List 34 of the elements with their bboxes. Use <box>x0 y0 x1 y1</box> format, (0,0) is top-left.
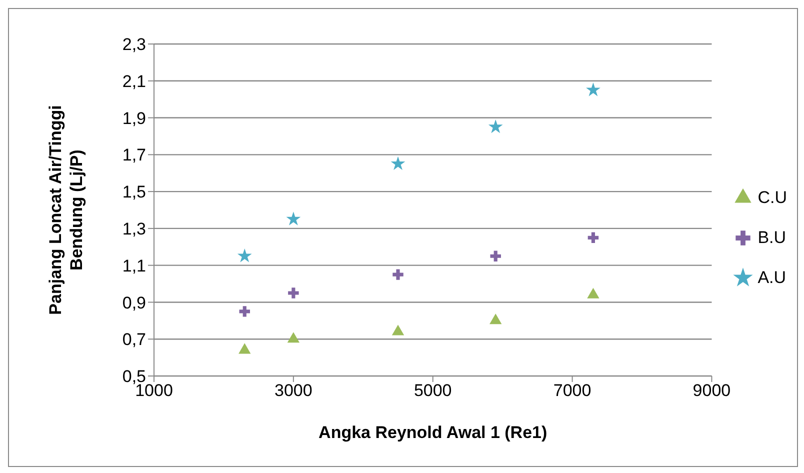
point <box>239 306 250 317</box>
x-tick-label: 3000 <box>274 381 312 400</box>
point <box>287 332 300 343</box>
legend-label: B.U <box>758 228 786 248</box>
x-tick-label: 5000 <box>414 381 452 400</box>
legend-label: C.U <box>758 188 787 208</box>
point <box>390 156 406 170</box>
x-tick-label: 1000 <box>135 381 173 400</box>
point <box>392 324 404 336</box>
point <box>586 82 600 96</box>
point <box>392 269 404 280</box>
x-axis-title: Angka Reynold Awal 1 (Re1) <box>318 423 548 442</box>
y-tick-label: 0,7 <box>122 330 146 350</box>
point <box>588 232 599 244</box>
point <box>288 288 299 298</box>
point <box>490 250 501 262</box>
point <box>237 248 252 262</box>
y-tick-label: 2,3 <box>122 35 146 54</box>
x-tick-label: 9000 <box>692 381 731 400</box>
y-tick-label: 0,9 <box>122 293 146 312</box>
point <box>238 343 251 354</box>
point <box>488 119 503 134</box>
y-tick-label: 1,3 <box>122 219 146 238</box>
y-tick-label: 1,9 <box>122 108 146 128</box>
legend-label: A.U <box>758 268 786 288</box>
y-axis-title: Panjang Loncat Air/Tinggi Bendung (Lj/P) <box>46 105 86 315</box>
point <box>587 288 600 298</box>
y-tick-label: 1,5 <box>122 182 146 202</box>
point <box>286 212 301 226</box>
y-tick-label: 2,1 <box>122 72 146 91</box>
y-tick-label: 1,1 <box>122 256 146 276</box>
point <box>490 314 502 324</box>
x-tick-label: 7000 <box>553 381 592 400</box>
y-tick-label: 1,7 <box>122 146 146 165</box>
